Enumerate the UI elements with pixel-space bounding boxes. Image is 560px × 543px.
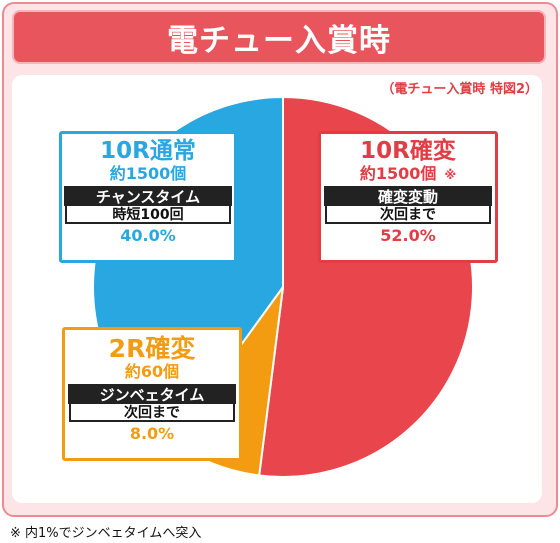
slice-label-2r-kakuhen: 2R確変 約60個 ジンベェタイム 次回まで 8.0% [62, 327, 242, 461]
slice-title: 2R確変 [108, 334, 196, 363]
slice-label-10r-normal: 10R通常 約1500個 チャンスタイム 時短100回 40.0% [59, 131, 237, 263]
slice-mode: 確変変動 [324, 186, 492, 206]
slice-mode: チャンスタイム [64, 186, 232, 206]
slice-percent: 8.0% [129, 424, 175, 443]
slice-count: 約60個 [124, 362, 180, 381]
footnote: ※ 内1%でジンベェタイムへ突入 [10, 526, 202, 541]
slice-count: 約1500個 ※ [360, 166, 456, 182]
slice-label-10r-kakuhen: 10R確変 約1500個 ※ 確変変動 次回まで 52.0% [318, 131, 498, 263]
slice-count-text: 約1500個 [359, 164, 437, 183]
slice-detail: 時短100回 [65, 205, 231, 224]
page-title: 電チュー入賞時 [12, 10, 546, 64]
slice-title: 10R確変 [360, 138, 456, 164]
slice-mode: ジンベェタイム [68, 384, 236, 404]
slice-detail: 次回まで [69, 403, 235, 422]
slice-percent: 40.0% [120, 226, 176, 245]
slice-detail: 次回まで [325, 205, 491, 224]
note-mark: ※ [444, 168, 457, 182]
slice-count: 約1500個 [109, 164, 187, 183]
slice-title: 10R通常 [100, 138, 196, 164]
chart-subtitle: （電チュー入賞時 特図2） [381, 82, 538, 97]
slice-percent: 52.0% [380, 226, 436, 245]
